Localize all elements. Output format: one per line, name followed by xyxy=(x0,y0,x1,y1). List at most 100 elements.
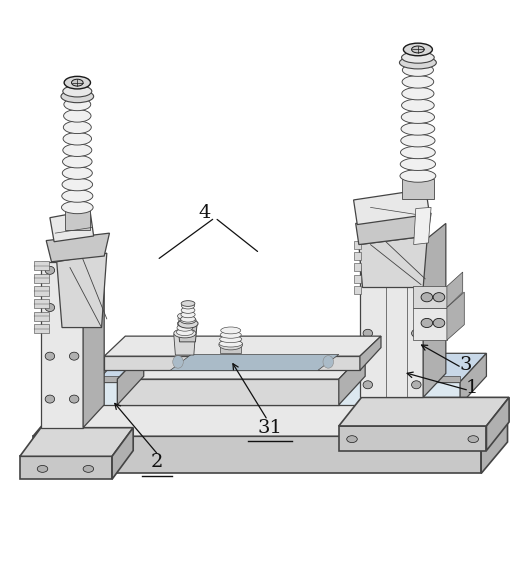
Ellipse shape xyxy=(400,170,436,182)
Ellipse shape xyxy=(64,76,91,89)
Ellipse shape xyxy=(45,352,55,360)
Polygon shape xyxy=(46,233,110,262)
Polygon shape xyxy=(41,262,83,428)
Ellipse shape xyxy=(323,355,333,368)
Polygon shape xyxy=(487,397,509,451)
Ellipse shape xyxy=(83,465,94,472)
Polygon shape xyxy=(117,379,339,405)
Ellipse shape xyxy=(433,319,445,328)
Ellipse shape xyxy=(421,319,432,328)
Polygon shape xyxy=(359,236,427,288)
Polygon shape xyxy=(354,263,361,271)
Polygon shape xyxy=(402,179,434,199)
Polygon shape xyxy=(96,353,487,382)
Polygon shape xyxy=(165,356,434,373)
Polygon shape xyxy=(220,346,241,353)
Ellipse shape xyxy=(347,436,357,443)
Ellipse shape xyxy=(403,43,432,56)
Polygon shape xyxy=(414,208,431,244)
Text: 31: 31 xyxy=(258,419,282,436)
Ellipse shape xyxy=(72,79,83,86)
Polygon shape xyxy=(34,286,49,296)
Ellipse shape xyxy=(180,316,196,324)
Polygon shape xyxy=(447,272,463,308)
Polygon shape xyxy=(20,428,133,457)
Ellipse shape xyxy=(363,272,373,280)
Text: 3: 3 xyxy=(459,356,472,374)
Polygon shape xyxy=(34,312,49,321)
Ellipse shape xyxy=(402,52,434,63)
Polygon shape xyxy=(481,405,508,473)
Polygon shape xyxy=(354,252,361,260)
Polygon shape xyxy=(360,336,381,370)
Polygon shape xyxy=(413,308,447,340)
Ellipse shape xyxy=(412,329,421,338)
Polygon shape xyxy=(50,210,94,242)
Polygon shape xyxy=(96,376,460,382)
Polygon shape xyxy=(339,397,509,426)
Ellipse shape xyxy=(401,135,435,147)
Ellipse shape xyxy=(219,336,242,343)
Polygon shape xyxy=(170,354,339,370)
Ellipse shape xyxy=(402,87,434,100)
Polygon shape xyxy=(354,240,361,248)
Ellipse shape xyxy=(181,301,195,306)
Ellipse shape xyxy=(63,144,92,156)
Polygon shape xyxy=(178,325,197,342)
Polygon shape xyxy=(423,224,446,397)
Ellipse shape xyxy=(176,329,193,336)
Ellipse shape xyxy=(61,90,94,103)
Ellipse shape xyxy=(45,395,55,403)
Ellipse shape xyxy=(69,304,79,312)
Ellipse shape xyxy=(64,98,91,110)
Ellipse shape xyxy=(181,312,195,318)
Ellipse shape xyxy=(63,132,92,145)
Ellipse shape xyxy=(69,395,79,403)
Ellipse shape xyxy=(69,266,79,274)
Text: 1: 1 xyxy=(466,379,479,397)
Ellipse shape xyxy=(402,64,434,76)
Ellipse shape xyxy=(468,436,479,443)
Ellipse shape xyxy=(178,316,192,323)
Ellipse shape xyxy=(219,340,243,350)
Polygon shape xyxy=(57,253,107,328)
Ellipse shape xyxy=(174,329,196,338)
Polygon shape xyxy=(339,351,365,405)
Polygon shape xyxy=(447,292,464,340)
Ellipse shape xyxy=(45,304,55,312)
Ellipse shape xyxy=(177,324,193,331)
Polygon shape xyxy=(96,382,460,405)
Ellipse shape xyxy=(64,110,91,122)
Ellipse shape xyxy=(220,327,241,334)
Ellipse shape xyxy=(69,352,79,360)
Ellipse shape xyxy=(421,293,432,302)
Polygon shape xyxy=(33,405,508,436)
Ellipse shape xyxy=(401,111,435,124)
Ellipse shape xyxy=(178,313,192,320)
Polygon shape xyxy=(34,274,49,283)
Ellipse shape xyxy=(412,381,421,389)
Polygon shape xyxy=(33,436,481,473)
Ellipse shape xyxy=(61,201,93,214)
Ellipse shape xyxy=(62,190,93,202)
Ellipse shape xyxy=(400,56,436,69)
Ellipse shape xyxy=(37,465,48,472)
Polygon shape xyxy=(460,353,487,405)
Ellipse shape xyxy=(173,355,183,368)
Ellipse shape xyxy=(401,146,435,159)
Polygon shape xyxy=(117,351,144,405)
Ellipse shape xyxy=(219,340,242,347)
Ellipse shape xyxy=(63,167,92,179)
Ellipse shape xyxy=(401,122,435,135)
Polygon shape xyxy=(413,286,447,308)
Ellipse shape xyxy=(433,293,445,302)
Ellipse shape xyxy=(402,99,434,112)
Text: 4: 4 xyxy=(198,204,210,222)
Ellipse shape xyxy=(181,302,195,309)
Polygon shape xyxy=(34,324,49,333)
Polygon shape xyxy=(339,426,487,451)
Ellipse shape xyxy=(400,158,436,170)
Ellipse shape xyxy=(220,331,241,338)
Ellipse shape xyxy=(178,319,198,328)
Polygon shape xyxy=(354,189,429,225)
